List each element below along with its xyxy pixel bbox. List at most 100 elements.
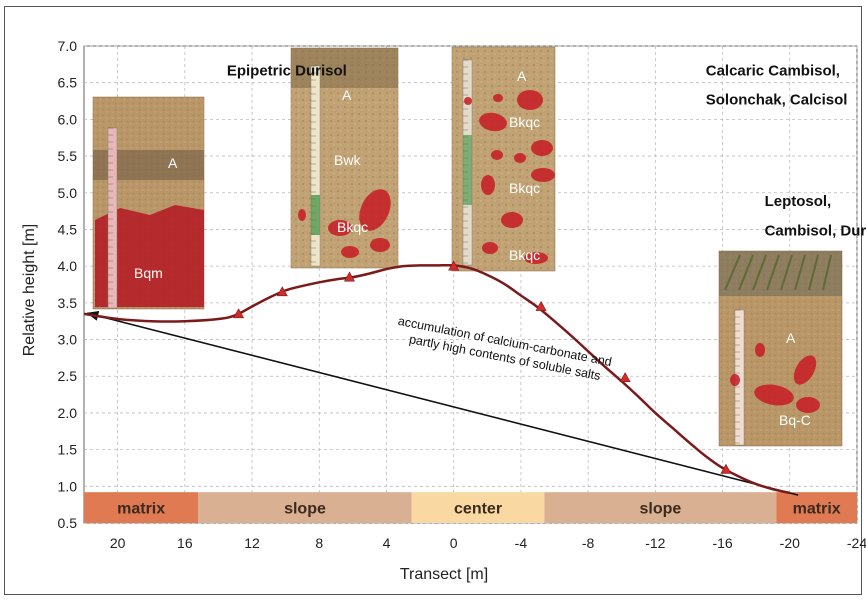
carbonate-nodule <box>341 246 359 258</box>
carbonate-nodule <box>479 112 507 132</box>
series-line <box>83 263 791 495</box>
plant-stem <box>822 254 832 291</box>
x-tick-label: 12 <box>244 535 260 551</box>
tick-labels: 20 16 12 8 4 0 -4 -8 -12 -16 -20 -24 0.5 1.0 1.5 2.0 2.5… <box>58 38 866 551</box>
y-tick-label: 3.5 <box>58 295 78 311</box>
zone-slope <box>198 492 412 523</box>
measuring-tape <box>107 127 118 309</box>
x-tick-label: -16 <box>712 535 732 551</box>
y-tick-label: 3.0 <box>58 332 78 348</box>
horizon-label: Bwk <box>334 152 361 168</box>
plant-stem <box>794 254 806 291</box>
x-tick-label: -4 <box>515 535 528 551</box>
y-tick-label: 1.5 <box>58 442 78 458</box>
carbonate-nodule <box>524 252 548 264</box>
y-tick-label: 2.5 <box>58 368 78 384</box>
carbonate-nodule <box>464 97 472 105</box>
carbonate-nodule <box>493 94 503 102</box>
x-axis-label: Transect [m] <box>400 566 488 583</box>
x-tick-label: 4 <box>383 535 391 551</box>
horizon-label: Bkqc <box>509 114 540 130</box>
profile-photo-durisol: A Bqm <box>92 96 205 310</box>
horizon-label: A <box>168 155 178 171</box>
carbonate-nodule <box>531 140 553 156</box>
annotation: Solonchak, Calcisol <box>706 92 848 109</box>
x-tick-label: 0 <box>450 535 458 551</box>
carbonate-nodule <box>501 212 523 228</box>
data-point <box>276 286 288 297</box>
horizon-label: A <box>517 68 527 84</box>
data-point <box>448 260 460 271</box>
zone-label: matrix <box>793 501 841 518</box>
horizon-label: Bqm <box>134 265 163 281</box>
y-tick-label: 5.5 <box>58 148 78 164</box>
y-tick-label: 2.0 <box>58 405 78 421</box>
profile-photo-slope: A Bwk Bkqc <box>290 47 399 269</box>
y-tick-label: 5.0 <box>58 185 78 201</box>
soil-profile-photos: A Bqm A Bwk Bkqc A Bkqc Bkqc Bkqc A Bq-C <box>92 46 843 447</box>
y-tick-label: 4.0 <box>58 258 78 274</box>
zone-matrix <box>84 492 199 523</box>
carbonate-nodule <box>796 397 820 413</box>
carbonate-nodule <box>298 209 306 221</box>
data-point <box>619 372 631 382</box>
data-point <box>343 271 356 282</box>
zone-label: slope <box>284 501 326 518</box>
annotation: Epipetric Durisol <box>227 62 347 79</box>
series-layer <box>83 260 791 495</box>
x-tick-label: 8 <box>315 535 323 551</box>
plant-stem <box>808 254 819 291</box>
x-tick-label: -20 <box>780 535 800 551</box>
horizon-label: Bq-C <box>779 412 811 428</box>
plant-stem <box>766 254 780 291</box>
profile-photo-leptosol: A Bq-C <box>718 250 843 447</box>
carbonate-nodule <box>754 384 794 406</box>
x-tick-label: 20 <box>110 535 126 551</box>
carbonate-nodule <box>482 242 498 254</box>
carbonate-nodule <box>531 168 555 182</box>
y-axis-label: Relative height [m] <box>21 224 38 357</box>
carbonate-nodule <box>491 150 503 160</box>
plant-stem <box>752 254 767 291</box>
zone-slope <box>544 492 777 523</box>
plant-stem <box>780 254 793 291</box>
plant-stem <box>738 254 754 291</box>
carbonate-nodule <box>359 189 391 231</box>
y-tick-label: 7.0 <box>58 38 78 54</box>
x-tick-label: -24 <box>847 535 866 551</box>
y-tick-label: 0.5 <box>58 515 78 531</box>
data-point <box>535 300 547 311</box>
annotation: Cambisol, Durisol <box>765 222 866 239</box>
zone-bar: matrix slope center slope matrix <box>84 492 857 523</box>
horizon-label: Bkqc <box>509 180 540 196</box>
carbonate-nodule <box>730 374 740 386</box>
x-tick-label: 16 <box>177 535 193 551</box>
y-tick-label: 6.5 <box>58 75 78 91</box>
arrow <box>86 311 799 496</box>
horizon-label: Bkqc <box>337 219 368 235</box>
annotation: Calcaric Cambisol, <box>706 62 840 79</box>
arrow-layer <box>86 311 799 496</box>
x-tick-label: -8 <box>582 535 595 551</box>
horizon-label: A <box>342 87 352 103</box>
zone-center <box>411 492 545 523</box>
carbonate-nodule <box>370 238 390 252</box>
zone-matrix <box>776 492 857 523</box>
horizon-label: A <box>786 330 796 346</box>
zone-label: slope <box>639 501 681 518</box>
profile-photo-center: A Bkqc Bkqc Bkqc <box>451 46 556 272</box>
horizon-label: Bkqc <box>509 247 540 263</box>
zone-label: center <box>454 501 502 518</box>
figure-frame <box>4 6 862 595</box>
carbonate-nodule <box>514 153 526 163</box>
data-point <box>233 308 245 319</box>
y-tick-label: 6.0 <box>58 111 78 127</box>
y-tick-label: 1.0 <box>58 478 78 494</box>
annotation: Leptosol, <box>765 193 832 210</box>
y-tick-label: 4.5 <box>58 221 78 237</box>
carbonate-nodule <box>328 220 352 236</box>
carbonate-nodule <box>481 175 495 195</box>
plant-stem <box>724 254 741 291</box>
